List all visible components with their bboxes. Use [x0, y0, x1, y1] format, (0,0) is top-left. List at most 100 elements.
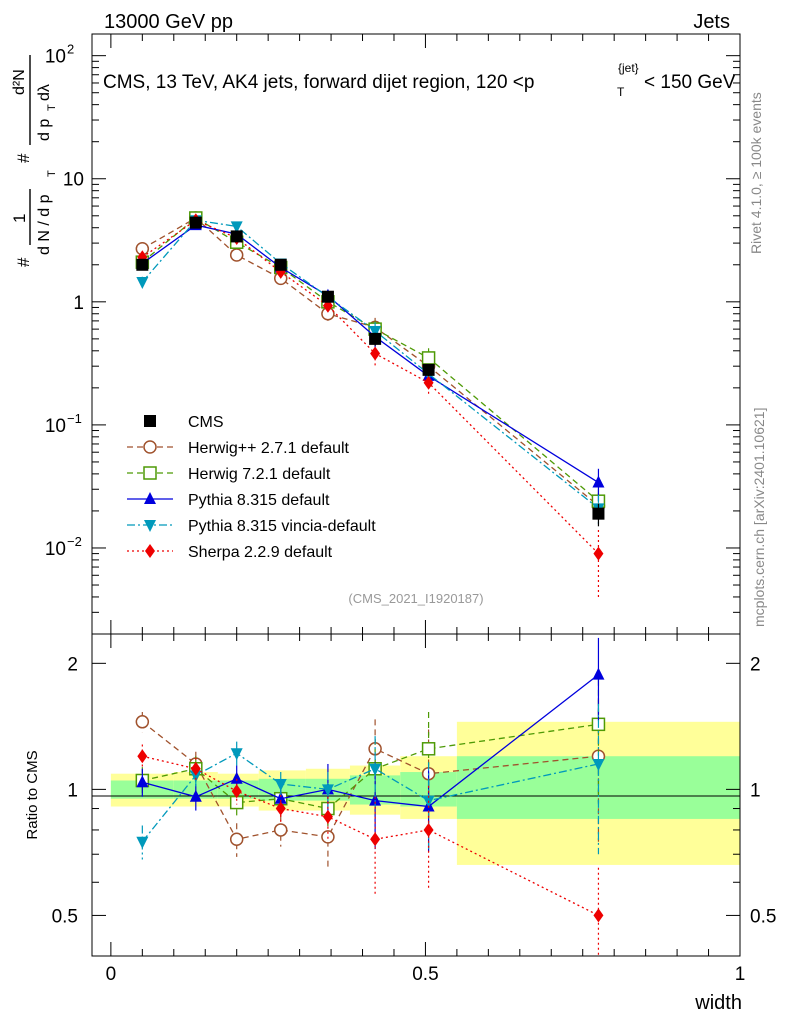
legend: CMS Herwig++ 2.7.1 default Herwig 7.2.1 de… [127, 414, 376, 561]
data-point [136, 276, 149, 289]
main-ytick-exponent: −2 [67, 534, 82, 549]
ylabel-hash-1: # [14, 257, 33, 267]
ylabel-dlambda: dλ [36, 84, 53, 101]
ylabel-hash-2: # [14, 153, 33, 163]
ratio-line [141, 752, 599, 843]
legend-marker [144, 492, 156, 504]
main-ytick-label: 1 [73, 293, 84, 314]
ratio-point [423, 822, 434, 837]
legend-label: Sherpa 2.2.9 default [188, 544, 333, 561]
ratio-line [142, 674, 599, 808]
series-line [141, 217, 599, 502]
ratio-point [274, 791, 287, 804]
watermark: (CMS_2021_I1920187) [348, 591, 483, 606]
data-point [274, 258, 287, 271]
ratio-ytick-label-left: 1 [67, 780, 78, 801]
ratio-point [229, 832, 244, 847]
legend-label: CMS [188, 414, 224, 431]
ratio-point [593, 908, 604, 923]
data-point [370, 346, 381, 361]
ratio-ytick-label-right: 2 [750, 654, 761, 675]
plot-title: CMS, 13 TeV, AK4 jets, forward dijet reg… [103, 61, 736, 99]
legend-label: Pythia 8.315 default [188, 492, 330, 509]
ratio-line [141, 721, 599, 841]
legend-item: Herwig++ 2.7.1 default [127, 440, 350, 457]
legend-item: Sherpa 2.2.9 default [127, 544, 333, 561]
ratio-point [190, 761, 201, 776]
ratio-point [230, 748, 243, 761]
data-point [321, 290, 334, 303]
mcplots-label: mcplots.cern.ch [arXiv:2401.10621] [751, 408, 767, 627]
series-sherpa-2-2-9-default [137, 213, 604, 597]
ratio-ytick-label-left: 0.5 [52, 906, 78, 927]
ratio-series-sherpa-2-2-9-default [137, 744, 604, 956]
ratio-line [142, 723, 599, 810]
ratio-point [230, 771, 243, 784]
data-point [593, 546, 604, 561]
title-post: < 150 GeV [644, 72, 736, 93]
series-line [141, 224, 599, 484]
ratio-point [421, 742, 436, 756]
header-left: 13000 GeV pp [104, 11, 233, 33]
data-point [136, 258, 149, 271]
legend-marker [143, 440, 157, 454]
main-ytick-exponent: 2 [67, 42, 74, 57]
ylabel-dN-dpT: d N / d p [36, 194, 53, 255]
xtick-label: 0 [106, 964, 117, 985]
data-point [421, 351, 436, 365]
ratio-point [231, 784, 242, 799]
legend-item: CMS [144, 414, 224, 431]
main-ylabel: # 1 d N / d p T # d²N d p T dλ [10, 55, 58, 267]
ratio-point [274, 778, 287, 791]
series-line [141, 219, 599, 555]
main-series [135, 211, 606, 597]
legend-marker [144, 520, 156, 532]
data-point [230, 230, 243, 243]
data-point [369, 325, 382, 338]
legend-label: Herwig 7.2.1 default [188, 466, 331, 483]
title-pre: CMS, 13 TeV, AK4 jets, forward dijet reg… [103, 72, 534, 93]
header-right: Jets [693, 11, 730, 33]
ratio-band-inner [258, 778, 306, 801]
ratio-point [369, 763, 382, 776]
main-ytick-label: 10 [63, 170, 84, 191]
legend-item: Pythia 8.315 default [127, 492, 330, 509]
ratio-point [322, 809, 333, 824]
data-point [423, 375, 434, 390]
ratio-point [136, 775, 149, 788]
ratio-point [273, 823, 288, 837]
ylabel-d2N: d²N [11, 69, 28, 95]
legend-label: Herwig++ 2.7.1 default [188, 440, 350, 457]
ylabel-T-sub-2: T [46, 104, 58, 111]
data-point [230, 221, 243, 234]
ratio-point [229, 795, 244, 810]
ratio-point [592, 758, 605, 771]
main-ytick-label: 10 [45, 47, 66, 68]
ylabel-one: 1 [10, 214, 29, 223]
series-line [141, 219, 599, 509]
series-pythia-8-315-default [136, 218, 605, 502]
data-point [189, 216, 202, 229]
xtick-label: 1 [735, 964, 746, 985]
xtick-label: 0.5 [412, 964, 438, 985]
ratio-point [592, 667, 605, 680]
legend-label: Pythia 8.315 vincia-default [188, 518, 376, 535]
ratio-point [321, 784, 334, 797]
ratio-ticks [92, 634, 741, 956]
data-point [422, 363, 435, 376]
ratio-ytick-label-right: 1 [750, 780, 761, 801]
ratio-ytick-label-left: 2 [67, 654, 78, 675]
ratio-ytick-label-right: 0.5 [750, 906, 776, 927]
main-ytick-exponent: −1 [67, 411, 82, 426]
rivet-label: Rivet 4.1.0, ≥ 100k events [748, 92, 764, 254]
ratio-point [137, 749, 148, 764]
series-line [142, 217, 599, 507]
series-cms [136, 216, 605, 527]
legend-marker [143, 466, 157, 480]
legend-marker [145, 544, 155, 558]
legend-marker [144, 415, 156, 427]
data-point [229, 248, 244, 262]
ylabel-T-sub: T [46, 170, 58, 177]
